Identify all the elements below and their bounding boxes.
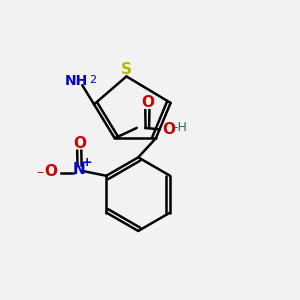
Text: O: O <box>44 164 57 179</box>
Text: -H: -H <box>173 122 187 134</box>
Text: O: O <box>142 95 155 110</box>
Text: N: N <box>73 162 85 177</box>
Text: O: O <box>162 122 175 137</box>
Text: NH: NH <box>65 74 88 88</box>
Text: 2: 2 <box>90 75 97 85</box>
Text: O: O <box>73 136 86 151</box>
Text: ⁻: ⁻ <box>36 168 44 182</box>
Text: +: + <box>82 156 92 169</box>
Text: S: S <box>121 62 132 77</box>
